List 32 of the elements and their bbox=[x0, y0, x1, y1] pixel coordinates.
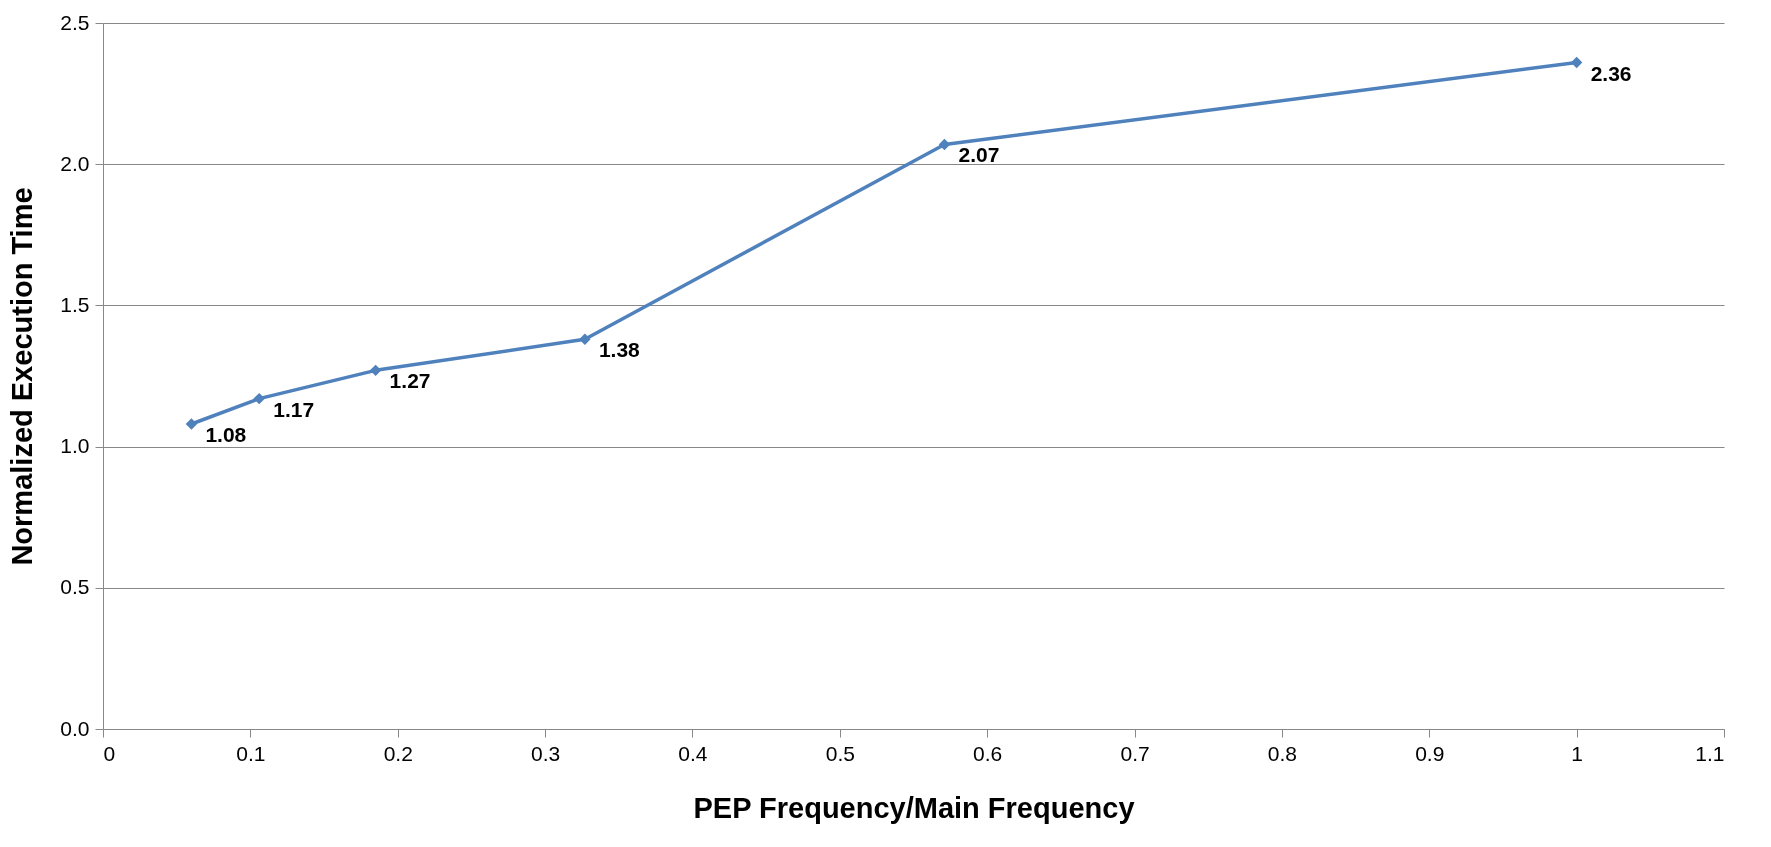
data-label: 1.17 bbox=[273, 397, 315, 421]
x-tick-label: 0.6 bbox=[973, 741, 1003, 765]
x-tick-label: 0.8 bbox=[1267, 741, 1298, 765]
x-tick-label: 0 bbox=[103, 741, 116, 765]
point bbox=[253, 392, 265, 405]
data-label: 1.27 bbox=[389, 369, 431, 393]
point bbox=[579, 333, 591, 345]
x-tick-label: 0.7 bbox=[1120, 741, 1150, 765]
x-tick-label: 1 bbox=[1571, 741, 1583, 765]
y-tick-label: 1.5 bbox=[60, 292, 90, 316]
point bbox=[1570, 56, 1583, 69]
y-tick-label: 0.0 bbox=[60, 716, 90, 740]
x-tick-label: 0.9 bbox=[1415, 741, 1445, 765]
y-tick-label: 1.0 bbox=[60, 434, 90, 458]
x-tick-label: 0.5 bbox=[825, 741, 855, 765]
data-label: 1.08 bbox=[205, 423, 247, 447]
y-tick-label: 2.0 bbox=[60, 151, 90, 175]
x-axis-title: PEP Frequency/Main Frequency bbox=[693, 791, 1135, 824]
x-tick-label: 0.2 bbox=[383, 741, 413, 765]
data-label: 1.38 bbox=[598, 338, 641, 362]
x-tick-label: 0.4 bbox=[678, 741, 708, 765]
y-tick-label: 0.5 bbox=[60, 575, 90, 599]
y-axis-title: Normalized Execution Time bbox=[6, 187, 39, 566]
x-tick-label: 0.3 bbox=[530, 741, 561, 765]
point bbox=[938, 138, 951, 151]
point bbox=[185, 418, 198, 430]
x-tick-label: 1.1 bbox=[1695, 741, 1725, 765]
x-tick-label: 0.1 bbox=[236, 741, 266, 765]
data-label: 2.07 bbox=[958, 143, 1000, 167]
point bbox=[369, 364, 382, 377]
y-tick-label: 2.5 bbox=[60, 10, 90, 34]
data-label: 2.36 bbox=[1590, 61, 1632, 85]
